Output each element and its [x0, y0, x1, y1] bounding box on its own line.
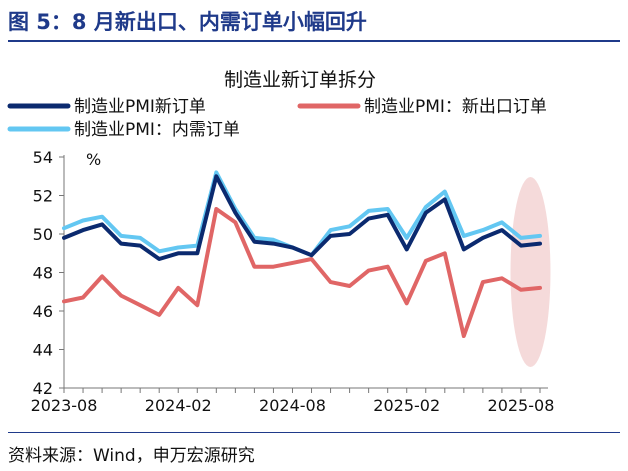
- chart-title: 制造业新订单拆分: [224, 69, 376, 91]
- legend-label-1: 制造业PMI：新出口订单: [364, 97, 547, 117]
- y-axis-unit: %: [86, 150, 101, 169]
- axes: 42 44 46 48 50 52 54 2023-08 2024-02 2024-08 2025-…: [31, 148, 555, 415]
- highlight-layer: [510, 177, 551, 367]
- y-tick-label: 42: [33, 379, 53, 398]
- series-line-0: [62, 174, 542, 261]
- y-tick-label: 50: [33, 225, 53, 244]
- y-tick-label: 48: [33, 264, 53, 283]
- footer-rule: [8, 432, 620, 433]
- x-tick-label: 2024-02: [145, 396, 212, 415]
- figure-title: 图 5：8 月新出口、内需订单小幅回升: [8, 10, 367, 34]
- series-line-1: [62, 207, 542, 338]
- highlight-ellipse: [510, 177, 551, 367]
- line-chart: 制造业新订单拆分 制造业PMI新订单 制造业PMI：新出口订单制造业PMI：内需订…: [7, 69, 555, 415]
- legend-label-2: 制造业PMI：内需订单: [74, 120, 240, 140]
- legend-label-0: 制造业PMI新订单: [74, 97, 206, 117]
- x-tick-label: 2024-08: [259, 396, 326, 415]
- y-tick-label: 52: [33, 187, 53, 206]
- title-rule: [8, 40, 620, 42]
- x-tick-label: 2025-02: [373, 396, 440, 415]
- y-tick-label: 46: [33, 302, 53, 321]
- y-tick-label: 54: [33, 148, 53, 167]
- y-tick-label: 44: [33, 341, 53, 360]
- series-line-2: [62, 170, 542, 258]
- x-tick-label: 2025-08: [488, 396, 555, 415]
- source-note: 资料来源：Wind，申万宏源研究: [8, 446, 255, 466]
- x-tick-label: 2023-08: [31, 396, 98, 415]
- series-lines: [62, 170, 542, 338]
